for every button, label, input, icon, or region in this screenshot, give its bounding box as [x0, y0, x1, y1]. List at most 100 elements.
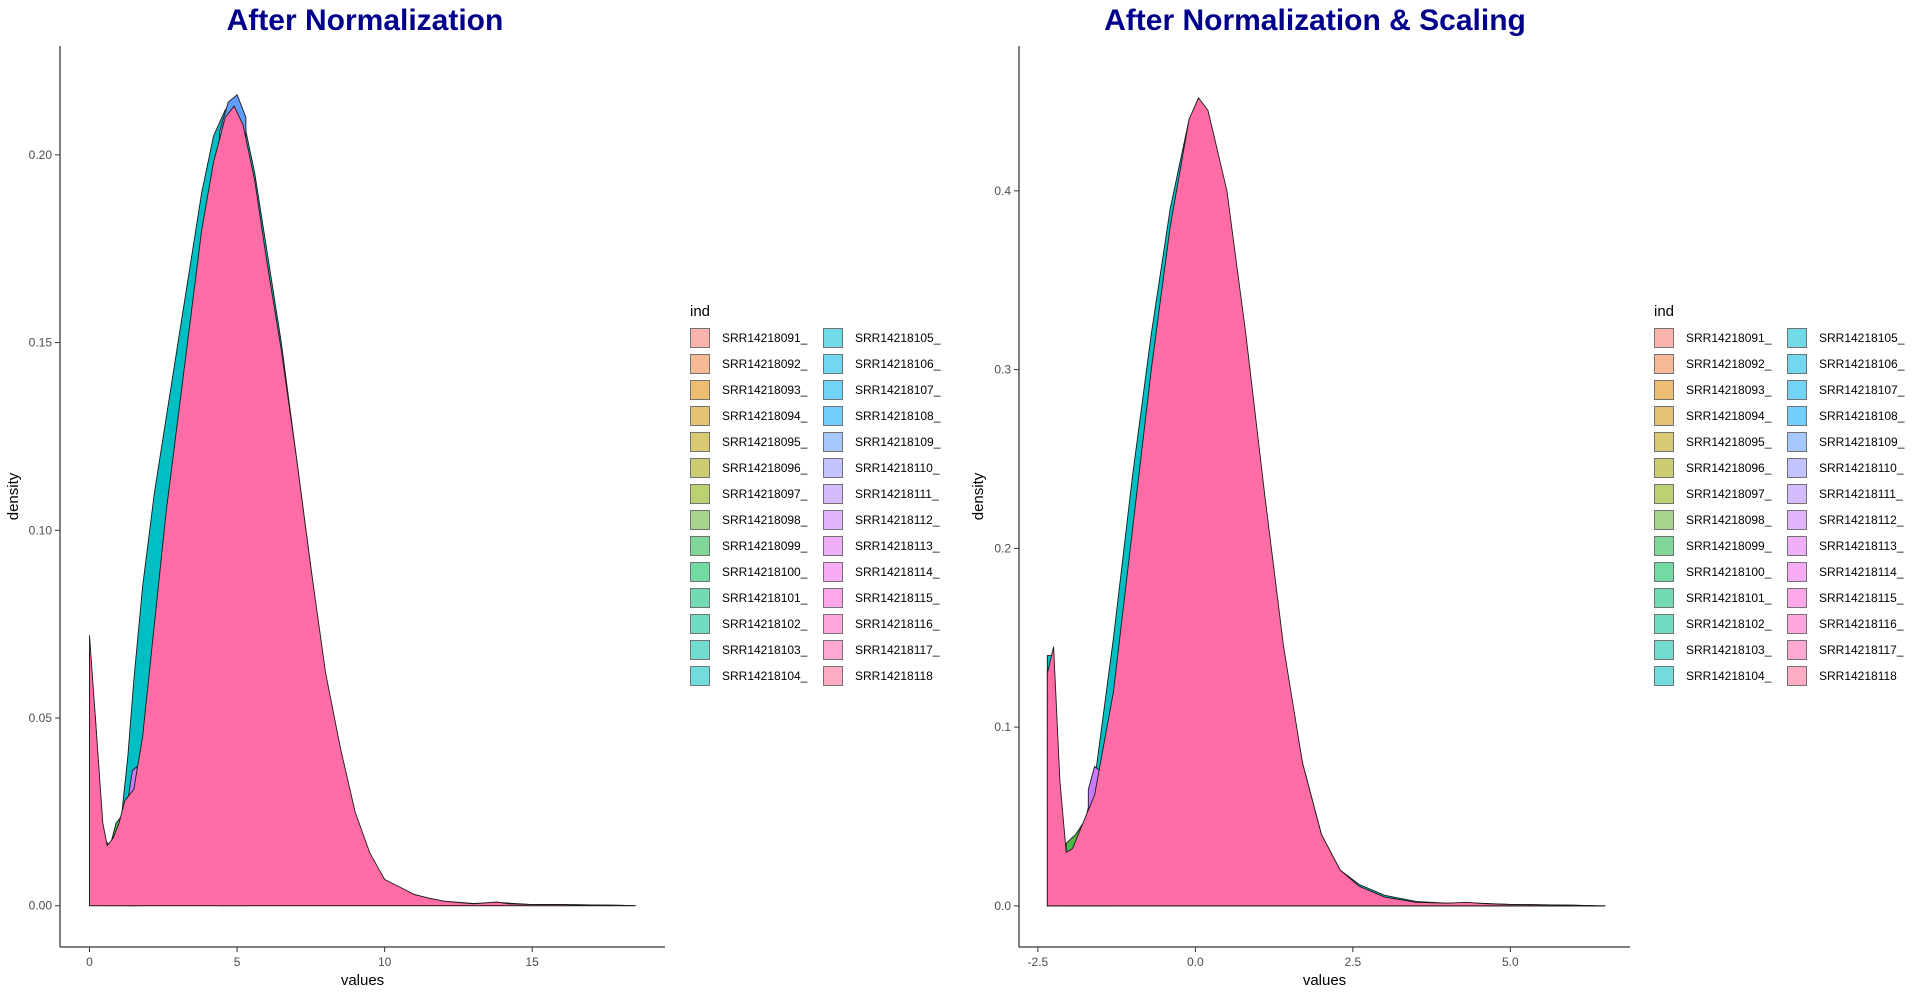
legend-key-swatch — [690, 640, 710, 660]
legend-key-swatch — [1787, 380, 1807, 400]
legend-key-swatch — [1787, 640, 1807, 660]
legend-key-swatch — [1654, 614, 1674, 634]
y-tick-label: 0.0 — [994, 899, 1011, 913]
legend-key-swatch — [823, 562, 843, 582]
legend-label: SRR14218101_ — [1686, 591, 1772, 605]
legend-label: SRR14218111_ — [1819, 487, 1903, 501]
legend-key-swatch — [690, 510, 710, 530]
legend-item: SRR14218100_ — [1654, 559, 1771, 585]
legend-item: SRR14218092_ — [1654, 351, 1771, 377]
legend-item: SRR14218105_ — [823, 325, 940, 351]
legend-key-swatch — [1787, 666, 1807, 686]
legend-item: SRR14218099_ — [690, 533, 807, 559]
legend-key-swatch — [1654, 380, 1674, 400]
legend-key-swatch — [1787, 614, 1807, 634]
legend-item: SRR14218118 — [1787, 663, 1897, 689]
y-tick-label: 0.2 — [994, 541, 1011, 555]
x-tick-label: 10 — [378, 955, 392, 969]
legend-label: SRR14218116_ — [1819, 617, 1904, 631]
legend-label: SRR14218100_ — [722, 565, 808, 579]
legend-title: ind — [1654, 303, 1675, 320]
legend-label: SRR14218113_ — [855, 539, 940, 553]
legend-key-swatch — [823, 614, 843, 634]
legend-label: SRR14218091_ — [722, 331, 808, 345]
legend-label: SRR14218106_ — [1819, 357, 1905, 371]
legend-item: SRR14218107_ — [823, 377, 940, 403]
legend-label: SRR14218092_ — [722, 357, 808, 371]
legend-item: SRR14218097_ — [690, 481, 807, 507]
legend-label: SRR14218108_ — [1819, 409, 1905, 423]
legend-item: SRR14218104_ — [690, 663, 807, 689]
legend-label: SRR14218098_ — [1686, 513, 1772, 527]
legend-label: SRR14218117_ — [855, 643, 940, 657]
legend-label: SRR14218097_ — [1686, 487, 1772, 501]
legend-label: SRR14218109_ — [1819, 435, 1905, 449]
legend-key-swatch — [1654, 510, 1674, 530]
y-tick-label: 0.20 — [29, 148, 53, 162]
legend-item: SRR14218102_ — [1654, 611, 1771, 637]
legend-key-swatch — [690, 666, 710, 686]
legend-label: SRR14218117_ — [1819, 643, 1904, 657]
legend-item: SRR14218091_ — [690, 325, 807, 351]
legend-item: SRR14218095_ — [1654, 429, 1771, 455]
legend-label: SRR14218113_ — [1819, 539, 1904, 553]
density-area-4 — [89, 105, 636, 907]
legend-key-swatch — [1787, 328, 1807, 348]
legend-key-swatch — [690, 406, 710, 426]
legend-key-swatch — [1654, 458, 1674, 478]
legend-key-swatch — [690, 588, 710, 608]
legend-item: SRR14218113_ — [1787, 533, 1904, 559]
legend-label: SRR14218092_ — [1686, 357, 1772, 371]
legend-item: SRR14218094_ — [1654, 403, 1771, 429]
legend-label: SRR14218094_ — [722, 409, 808, 423]
legend-item: SRR14218106_ — [1787, 351, 1904, 377]
x-tick-label: 15 — [526, 955, 540, 969]
legend-item: SRR14218096_ — [1654, 455, 1771, 481]
legend-label: SRR14218115_ — [1819, 591, 1904, 605]
legend-title: ind — [690, 303, 711, 320]
legend-item: SRR14218114_ — [823, 559, 940, 585]
legend: ind SRR14218091_ SRR14218092_ SRR14218093_… — [690, 303, 960, 693]
legend-item: SRR14218118 — [823, 663, 933, 689]
panel-after-normalization: After Normalization 0 5 10 15 0.00 0.05 0.10 0.… — [5, 4, 960, 989]
legend-item: SRR14218103_ — [1654, 637, 1771, 663]
legend-key-swatch — [690, 614, 710, 634]
legend-key-swatch — [823, 458, 843, 478]
legend-label: SRR14218104_ — [722, 669, 808, 683]
y-tick-label: 0.1 — [994, 720, 1011, 734]
legend-item: SRR14218096_ — [690, 455, 807, 481]
chart-title: After Normalization — [226, 4, 504, 37]
legend-key-swatch — [1787, 484, 1807, 504]
legend-item: SRR14218101_ — [1654, 585, 1771, 611]
x-tick-label: 5 — [234, 955, 241, 969]
legend-key-swatch — [1654, 406, 1674, 426]
legend-key-swatch — [1654, 484, 1674, 504]
legend-label: SRR14218118 — [855, 669, 933, 683]
legend-item: SRR14218100_ — [690, 559, 807, 585]
y-tick-label: 0.00 — [29, 899, 53, 913]
legend-item: SRR14218117_ — [823, 637, 940, 663]
x-tick-label: 5.0 — [1502, 955, 1519, 969]
x-tick-label: -2.5 — [1028, 955, 1049, 969]
legend-key-swatch — [1787, 510, 1807, 530]
density-area-3 — [1046, 96, 1606, 907]
y-axis-title: density — [5, 472, 22, 520]
legend-key-swatch — [690, 432, 710, 452]
legend-label: SRR14218116_ — [855, 617, 940, 631]
legend-label: SRR14218099_ — [722, 539, 808, 553]
legend-label: SRR14218098_ — [722, 513, 808, 527]
legend-label: SRR14218097_ — [722, 487, 808, 501]
legend-item: SRR14218094_ — [690, 403, 807, 429]
legend-item: SRR14218111_ — [1787, 481, 1903, 507]
y-tick-label: 0.05 — [29, 711, 53, 725]
legend-label: SRR14218095_ — [722, 435, 808, 449]
legend-key-swatch — [1654, 562, 1674, 582]
y-axis-title: density — [970, 472, 987, 520]
legend-item: SRR14218113_ — [823, 533, 940, 559]
legend-key-swatch — [690, 562, 710, 582]
legend-label: SRR14218099_ — [1686, 539, 1772, 553]
legend-key-swatch — [823, 380, 843, 400]
y-tick-label: 0.4 — [994, 184, 1011, 198]
legend-label: SRR14218108_ — [855, 409, 941, 423]
legend-key-swatch — [690, 458, 710, 478]
